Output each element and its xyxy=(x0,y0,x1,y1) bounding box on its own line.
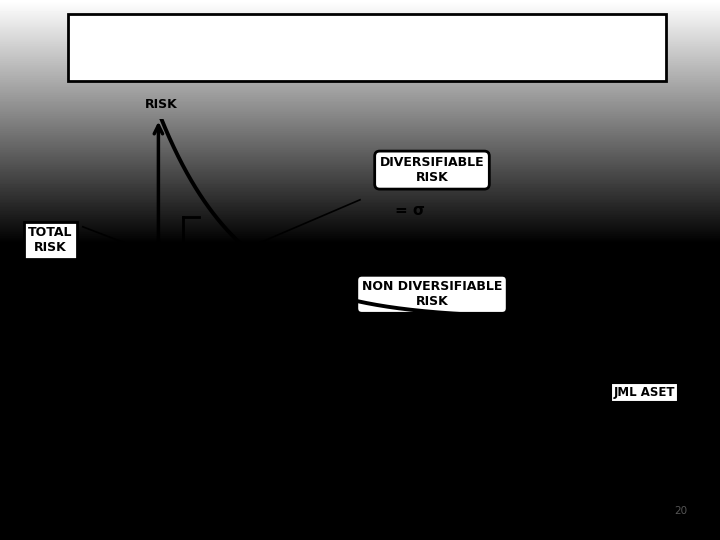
Text: = β: = β xyxy=(346,323,374,339)
Text: = σ: = σ xyxy=(395,203,426,218)
Text: NON DIVERSIFIABLE
RISK: NON DIVERSIFIABLE RISK xyxy=(362,280,502,308)
Text: RISK: RISK xyxy=(145,98,178,111)
Text: 20: 20 xyxy=(675,505,688,516)
Text: TOTAL
RISK: TOTAL RISK xyxy=(28,226,73,254)
Text: DIVERSIFIABLE
RISK: DIVERSIFIABLE RISK xyxy=(379,156,485,184)
Text: $R_j = R_f + \beta_j\left(R_m - R_f\right)$: $R_j = R_f + \beta_j\left(R_m - R_f\righ… xyxy=(101,446,446,488)
Text: JML ASET: JML ASET xyxy=(613,386,675,399)
Text: CAPM (LANJ.): CAPM (LANJ.) xyxy=(225,25,495,58)
